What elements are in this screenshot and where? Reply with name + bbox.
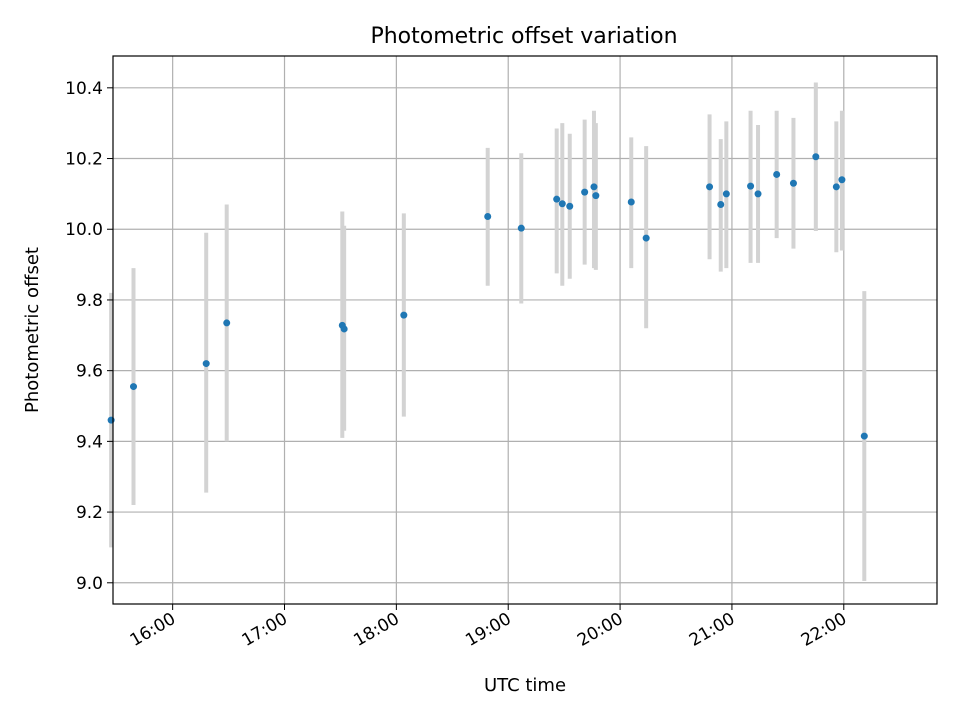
data-point	[553, 195, 561, 203]
data-point	[202, 360, 210, 368]
data-point	[642, 234, 650, 242]
y-axis-label: Photometric offset	[22, 247, 43, 413]
data-point	[223, 319, 231, 327]
data-point	[773, 170, 781, 178]
data-point	[400, 311, 408, 319]
data-point	[838, 176, 846, 184]
data-point	[812, 153, 820, 161]
y-tick-label: 9.8	[76, 291, 103, 311]
data-point	[130, 383, 138, 391]
data-point	[722, 190, 730, 198]
data-point	[558, 200, 566, 208]
grid	[113, 56, 937, 604]
y-tick-label: 9.4	[76, 432, 103, 452]
data-point	[747, 182, 755, 190]
data-point	[627, 198, 635, 206]
data-point	[517, 224, 525, 232]
data-point	[832, 183, 840, 191]
data-point	[581, 188, 589, 196]
x-axis-label: UTC time	[484, 675, 566, 696]
data-point	[590, 183, 598, 191]
data-point	[754, 190, 762, 198]
y-tick-label: 9.2	[76, 503, 103, 523]
data-point	[789, 179, 797, 187]
data-point	[592, 192, 600, 200]
y-tick-label: 9.0	[76, 574, 103, 594]
data-point	[706, 183, 714, 191]
y-tick-label: 9.6	[76, 362, 103, 382]
data-point	[566, 202, 574, 210]
chart-title: Photometric offset variation	[370, 24, 677, 49]
y-tick-label: 10.2	[65, 150, 103, 170]
data-point	[484, 213, 492, 221]
data-point	[860, 432, 868, 440]
y-tick-label: 10.4	[65, 79, 103, 99]
y-tick-label: 10.0	[65, 220, 103, 240]
data-point	[717, 200, 725, 208]
plot-frame	[112, 55, 938, 605]
data-point	[340, 325, 348, 333]
